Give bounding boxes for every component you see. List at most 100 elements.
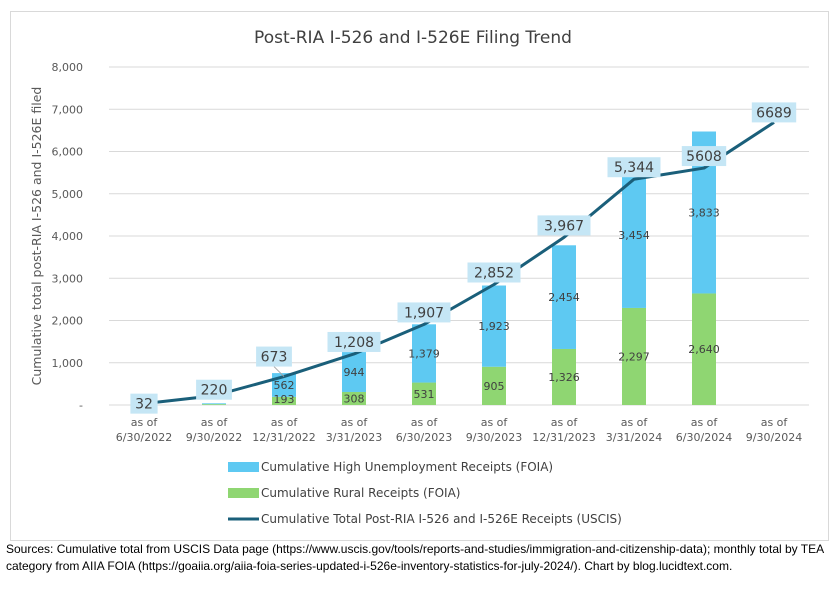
total-data-label: 5,344 <box>607 157 661 178</box>
chart: Post-RIA I-526 and I-526E Filing Trend -… <box>29 28 809 526</box>
chart-container: Post-RIA I-526 and I-526E Filing Trend -… <box>10 11 829 541</box>
y-axis-ticks: - 1,000 2,000 3,000 4,000 5,000 6,000 7,000 8,00… <box>52 61 84 412</box>
bar-rural <box>552 348 576 405</box>
y-tick-label: 8,000 <box>52 61 84 74</box>
rural-data-label: 905 <box>484 380 505 393</box>
x-tick-line: as of <box>201 416 229 429</box>
y-tick-label: 5,000 <box>52 188 84 201</box>
leader-line <box>273 366 285 377</box>
total-label-text: 1,208 <box>334 335 374 351</box>
total-label-text: 2,852 <box>474 266 514 282</box>
total-data-label: 6689 <box>751 102 797 123</box>
label-box <box>130 393 158 414</box>
legend-swatch <box>228 488 259 498</box>
y-tick-label: 6,000 <box>52 146 84 159</box>
x-tick-line: as of <box>271 416 299 429</box>
x-tick-line: 3/31/2023 <box>326 431 382 444</box>
total-label-text: 32 <box>135 397 153 413</box>
x-tick-line: 6/30/2024 <box>676 431 732 444</box>
x-tick-line: 9/30/2024 <box>746 431 802 444</box>
bar-high-unemployment <box>202 403 226 405</box>
x-tick-line: 12/31/2022 <box>252 431 315 444</box>
x-tick-line: 3/31/2024 <box>606 431 662 444</box>
bar-high-unemployment <box>482 285 506 367</box>
high-unemployment-data-label: 1,379 <box>408 347 440 360</box>
legend-label: Cumulative Rural Receipts (FOIA) <box>261 486 461 500</box>
total-line <box>143 121 775 406</box>
x-tick-line: 12/31/2023 <box>532 431 595 444</box>
total-data-label: 673 <box>256 346 292 377</box>
label-box <box>256 346 292 367</box>
bars <box>202 131 716 405</box>
high-unemployment-data-label: 3,833 <box>688 206 720 219</box>
legend-item: Cumulative Rural Receipts (FOIA) <box>228 486 461 500</box>
bar-rural <box>692 293 716 405</box>
y-tick-label: 2,000 <box>52 315 84 328</box>
total-data-label: 2,852 <box>467 262 521 283</box>
y-tick-label: 1,000 <box>52 357 84 370</box>
rural-data-label: 531 <box>414 388 435 401</box>
x-axis-ticks: as of 6/30/2022 as of 9/30/2022 as of 12/31/2… <box>116 416 802 444</box>
bar-high-unemployment <box>552 245 576 349</box>
total-data-label: 3,967 <box>537 215 591 236</box>
rural-data-label: 1,326 <box>548 371 580 384</box>
bar-rural <box>412 382 436 405</box>
x-tick-line: as of <box>481 416 509 429</box>
x-tick-line: as of <box>131 416 159 429</box>
high-unemployment-data-label: 562 <box>274 379 295 392</box>
total-data-label: 1,208 <box>327 331 381 352</box>
label-box <box>681 146 727 167</box>
legend-item: Cumulative High Unemployment Receipts (F… <box>228 460 553 474</box>
total-label-text: 673 <box>261 350 288 366</box>
x-tick-line: as of <box>341 416 369 429</box>
x-tick-label: as of 6/30/2024 <box>676 416 732 444</box>
x-tick-line: 6/30/2023 <box>396 431 452 444</box>
label-box <box>467 262 521 283</box>
source-note: Sources: Cumulative total from USCIS Dat… <box>6 542 824 573</box>
bar-high-unemployment <box>412 324 436 383</box>
y-axis-label: Cumulative total post-RIA I-526 and I-52… <box>29 87 44 386</box>
bar-rural <box>342 391 366 405</box>
rural-data-label: 308 <box>344 392 365 405</box>
label-box <box>751 102 797 123</box>
x-tick-line: as of <box>411 416 439 429</box>
legend-label: Cumulative Total Post-RIA I-526 and I-52… <box>261 512 622 526</box>
x-tick-label: as of 9/30/2023 <box>466 416 522 444</box>
bar-rural <box>482 366 506 405</box>
legend: Cumulative High Unemployment Receipts (F… <box>228 460 622 526</box>
high-unemployment-data-label: 3,454 <box>618 229 650 242</box>
legend-item: Cumulative Total Post-RIA I-526 and I-52… <box>228 512 622 526</box>
total-data-labels: 32 220 673 1,208 1,907 2,852 3,967 5,344 5608 668… <box>130 102 797 414</box>
x-tick-line: as of <box>621 416 649 429</box>
x-tick-label: as of 12/31/2023 <box>532 416 595 444</box>
y-tick-label: - <box>79 399 83 412</box>
label-box <box>537 215 591 236</box>
x-tick-label: as of 6/30/2022 <box>116 416 172 444</box>
bar-rural <box>622 307 646 405</box>
legend-label: Cumulative High Unemployment Receipts (F… <box>261 460 553 474</box>
x-tick-label: as of 9/30/2024 <box>746 416 802 444</box>
total-label-text: 220 <box>201 383 228 399</box>
bar-rural <box>272 396 296 405</box>
rural-data-label: 2,640 <box>688 343 720 356</box>
x-tick-label: as of 12/31/2022 <box>252 416 315 444</box>
x-tick-label: as of 9/30/2022 <box>186 416 242 444</box>
total-label-text: 3,967 <box>544 218 584 234</box>
x-tick-line: as of <box>761 416 789 429</box>
label-box <box>196 379 232 400</box>
total-label-text: 5608 <box>686 149 722 165</box>
y-tick-label: 7,000 <box>52 103 84 116</box>
high-unemployment-data-label: 1,923 <box>478 320 510 333</box>
total-label-text: 1,907 <box>404 305 444 321</box>
bar-rural <box>202 404 226 405</box>
gridlines <box>109 66 809 406</box>
total-data-label: 32 <box>130 393 158 414</box>
total-data-label: 5608 <box>681 146 727 167</box>
legend-swatch <box>228 462 259 472</box>
x-tick-label: as of 6/30/2023 <box>396 416 452 444</box>
y-tick-label: 3,000 <box>52 272 84 285</box>
x-tick-line: as of <box>551 416 579 429</box>
x-tick-line: 9/30/2022 <box>186 431 242 444</box>
x-tick-line: as of <box>691 416 719 429</box>
